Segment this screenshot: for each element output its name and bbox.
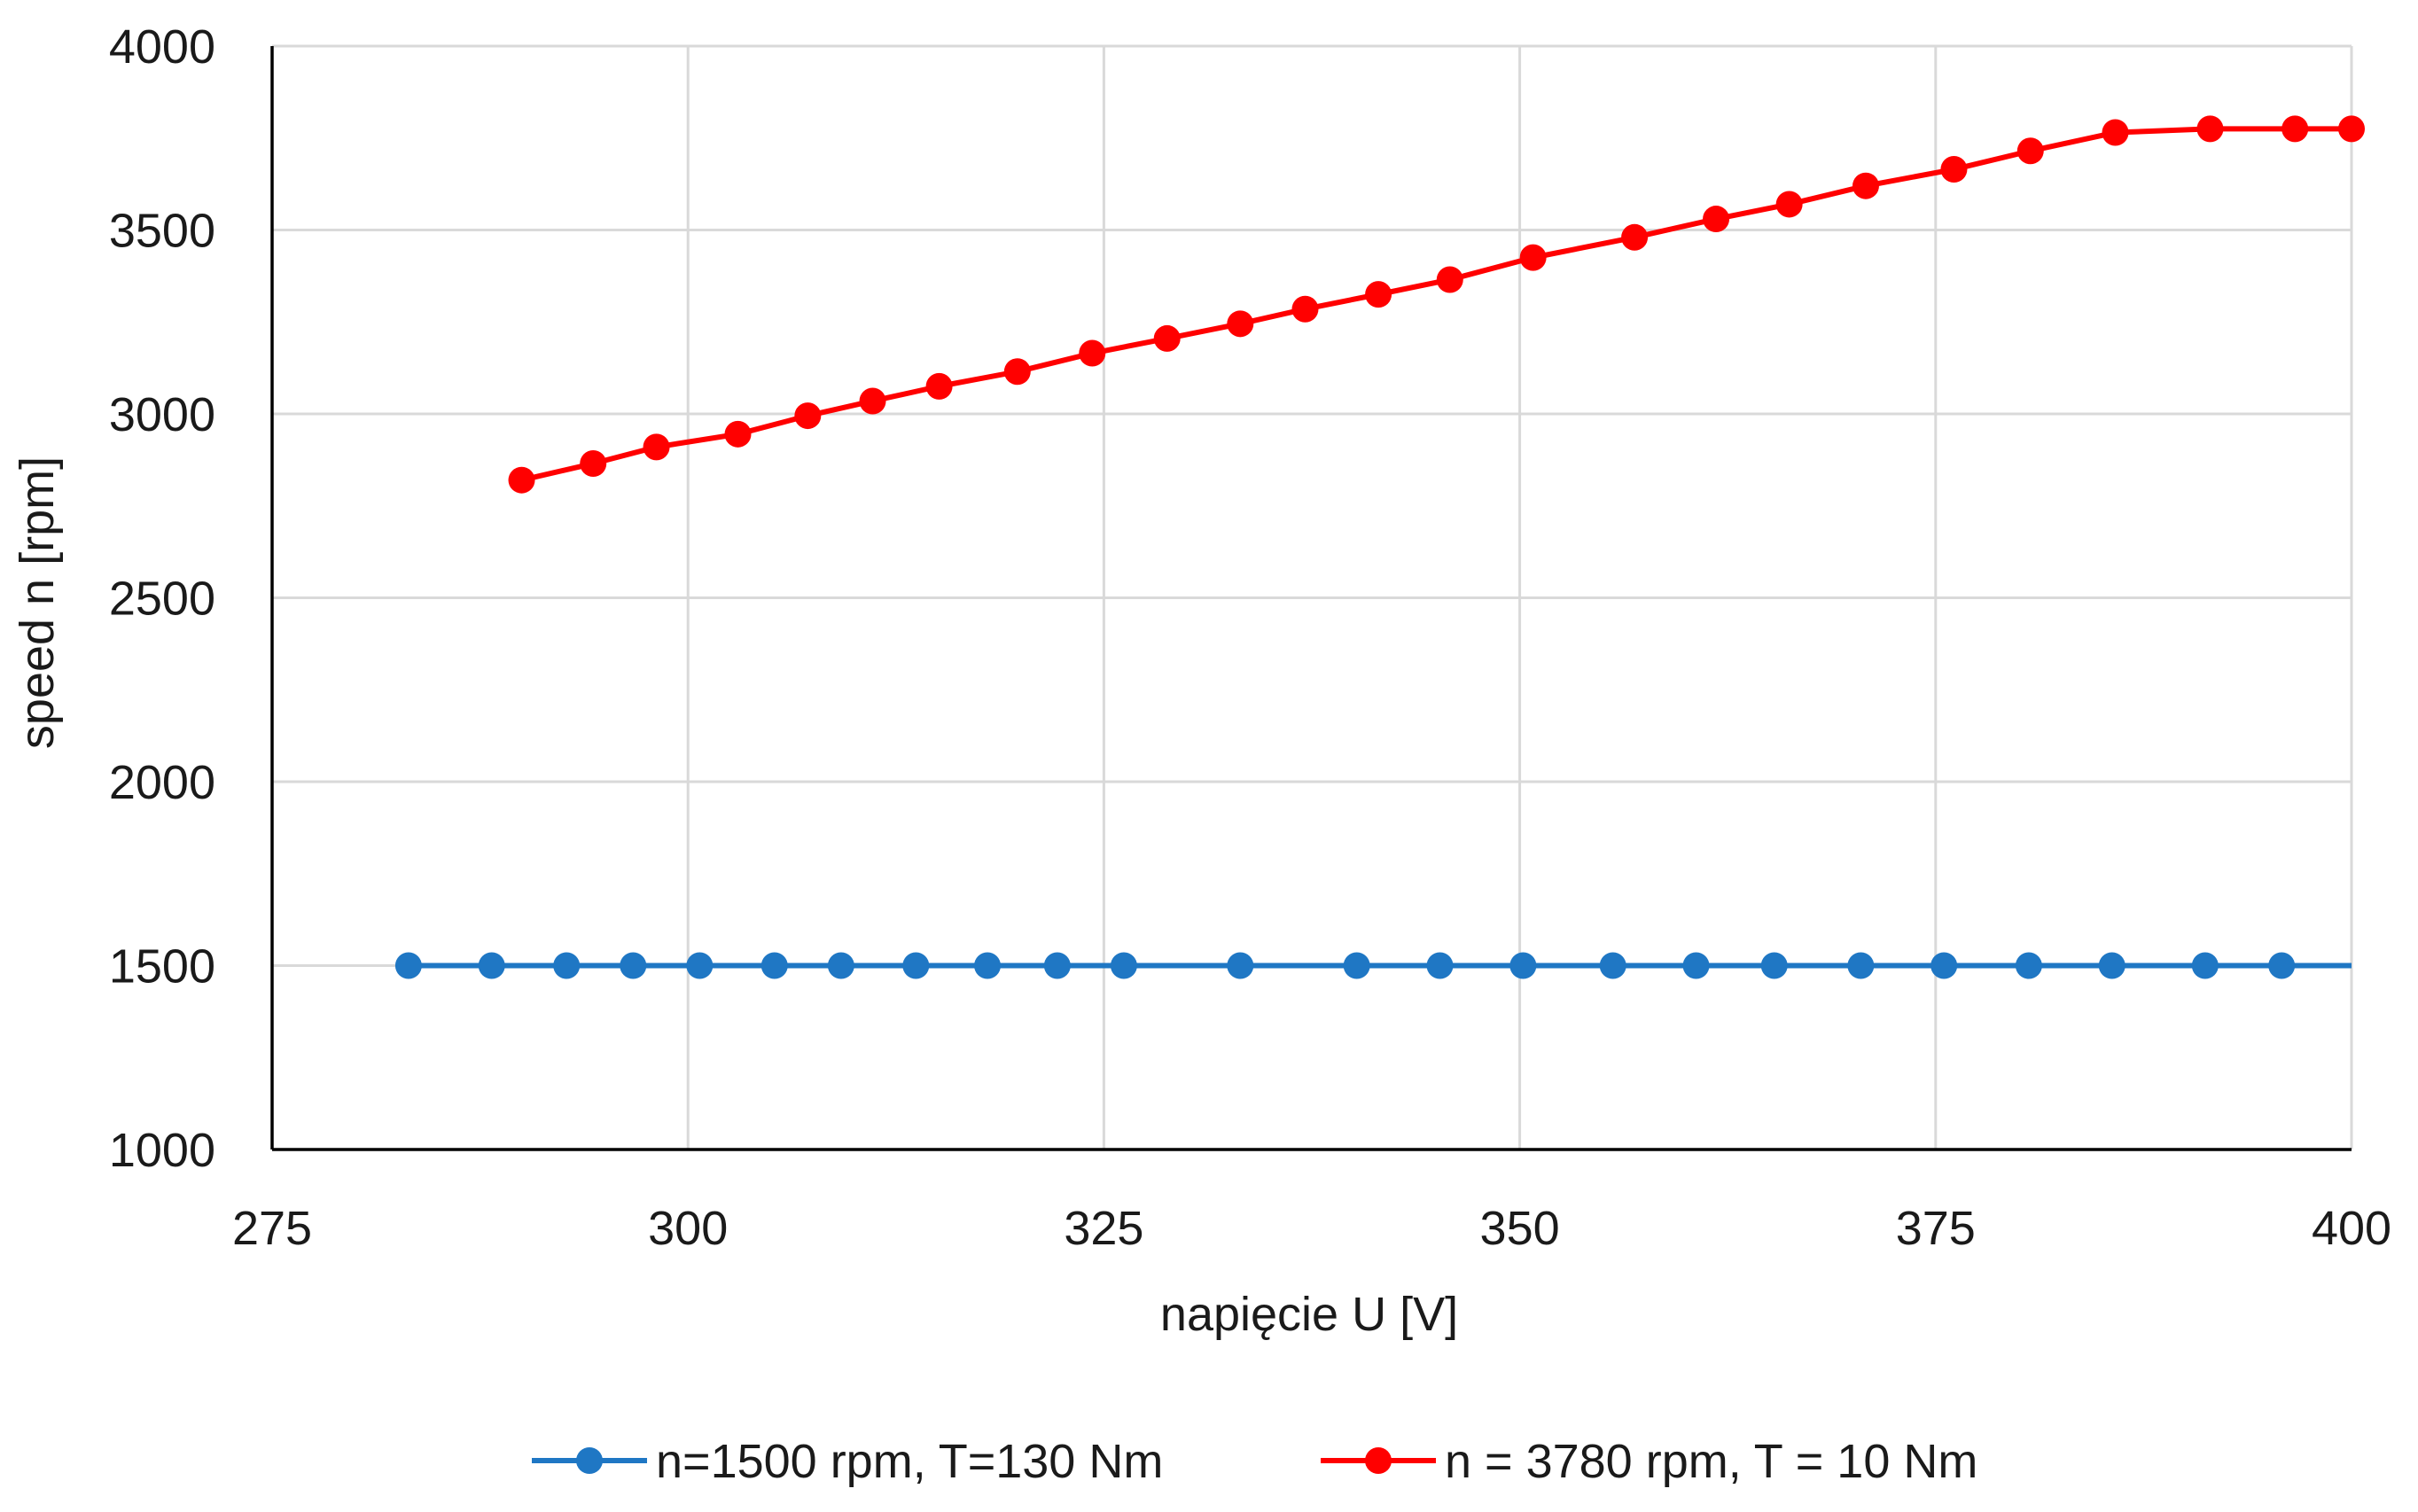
data-point-series-1 (478, 952, 505, 979)
x-tick-label: 375 (1896, 1202, 1976, 1255)
data-point-series-1 (760, 952, 788, 979)
y-tick-label: 1500 (109, 940, 215, 994)
data-point-series-2 (794, 402, 822, 430)
data-point-series-2 (1365, 281, 1392, 308)
x-tick-label: 325 (1064, 1202, 1143, 1255)
y-tick-label: 4000 (109, 20, 215, 74)
legend-marker-2 (1365, 1447, 1392, 1474)
x-tick-labels: 275 300 325 350 375 400 (232, 1202, 2391, 1255)
data-point-series-2 (1003, 358, 1031, 386)
data-point-series-2 (1519, 244, 1547, 271)
data-point-series-1 (1426, 952, 1454, 979)
x-tick-label: 350 (1480, 1202, 1560, 1255)
y-axis-title: speed n [rpm] (11, 456, 64, 749)
data-point-series-1 (2015, 952, 2042, 979)
data-point-series-1 (2191, 952, 2219, 979)
data-point-series-2 (1621, 223, 1649, 251)
data-point-series-2 (2282, 115, 2309, 143)
data-point-series-1 (620, 952, 647, 979)
data-point-series-1 (1847, 952, 1875, 979)
data-point-series-1 (1227, 952, 1254, 979)
data-point-series-1 (2098, 952, 2126, 979)
data-point-series-1 (2268, 952, 2296, 979)
data-point-series-1 (553, 952, 581, 979)
data-point-series-2 (1703, 206, 1730, 233)
legend-label-2: n = 3780 rpm, T = 10 Nm (1445, 1435, 1977, 1488)
data-point-series-2 (508, 466, 535, 494)
data-point-series-2 (1227, 310, 1254, 338)
data-point-series-1 (1760, 952, 1788, 979)
data-point-series-2 (2338, 115, 2365, 143)
data-point-series-1 (394, 952, 422, 979)
data-point-series-1 (1110, 952, 1137, 979)
legend: n=1500 rpm, T=130 Nm n = 3780 rpm, T = 10… (532, 1435, 1977, 1488)
data-point-series-1 (974, 952, 1002, 979)
y-tick-label: 3500 (109, 205, 215, 258)
legend-marker-1 (576, 1447, 603, 1474)
data-point-series-2 (1940, 156, 1968, 183)
data-point-series-2 (1852, 172, 1879, 199)
data-point-series-1 (686, 952, 714, 979)
data-point-series-1 (1043, 952, 1071, 979)
data-point-series-1 (902, 952, 930, 979)
data-point-series-2 (1153, 324, 1181, 352)
x-tick-label: 400 (2312, 1202, 2391, 1255)
legend-label-1: n=1500 rpm, T=130 Nm (656, 1435, 1163, 1488)
data-point-series-1 (1599, 952, 1626, 979)
data-point-series-2 (1775, 191, 1803, 218)
data-point-series-2 (1079, 339, 1106, 367)
data-point-series-1 (1343, 952, 1370, 979)
data-point-series-2 (2196, 115, 2224, 143)
series-line-2 (520, 126, 2352, 483)
x-axis-title: napięcie U [V] (1160, 1288, 1458, 1341)
axes (270, 46, 2352, 1151)
gridlines (272, 44, 2353, 1150)
y-tick-label: 2500 (109, 573, 215, 626)
data-point-series-1 (827, 952, 854, 979)
y-tick-label: 2000 (109, 756, 215, 809)
data-point-series-1 (1930, 952, 1958, 979)
data-point-series-2 (859, 387, 886, 415)
data-point-series-2 (580, 450, 607, 478)
data-point-series-2 (1436, 266, 1463, 293)
data-point-series-2 (724, 420, 752, 448)
data-point-series-2 (1291, 295, 1319, 323)
data-point-series-2 (2102, 119, 2129, 146)
data-point-series-1 (1509, 952, 1537, 979)
y-tick-label: 1000 (109, 1124, 215, 1177)
data-point-series-2 (925, 372, 953, 400)
data-point-series-1 (1682, 952, 1710, 979)
y-tick-labels: 1000 1500 2000 2500 3000 3500 4000 (109, 20, 215, 1177)
data-point-series-2 (643, 433, 670, 461)
data-point-series-2 (2016, 137, 2044, 165)
series (394, 115, 2365, 979)
y-tick-label: 3000 (109, 388, 215, 441)
x-tick-label: 300 (648, 1202, 728, 1255)
x-tick-label: 275 (232, 1202, 312, 1255)
